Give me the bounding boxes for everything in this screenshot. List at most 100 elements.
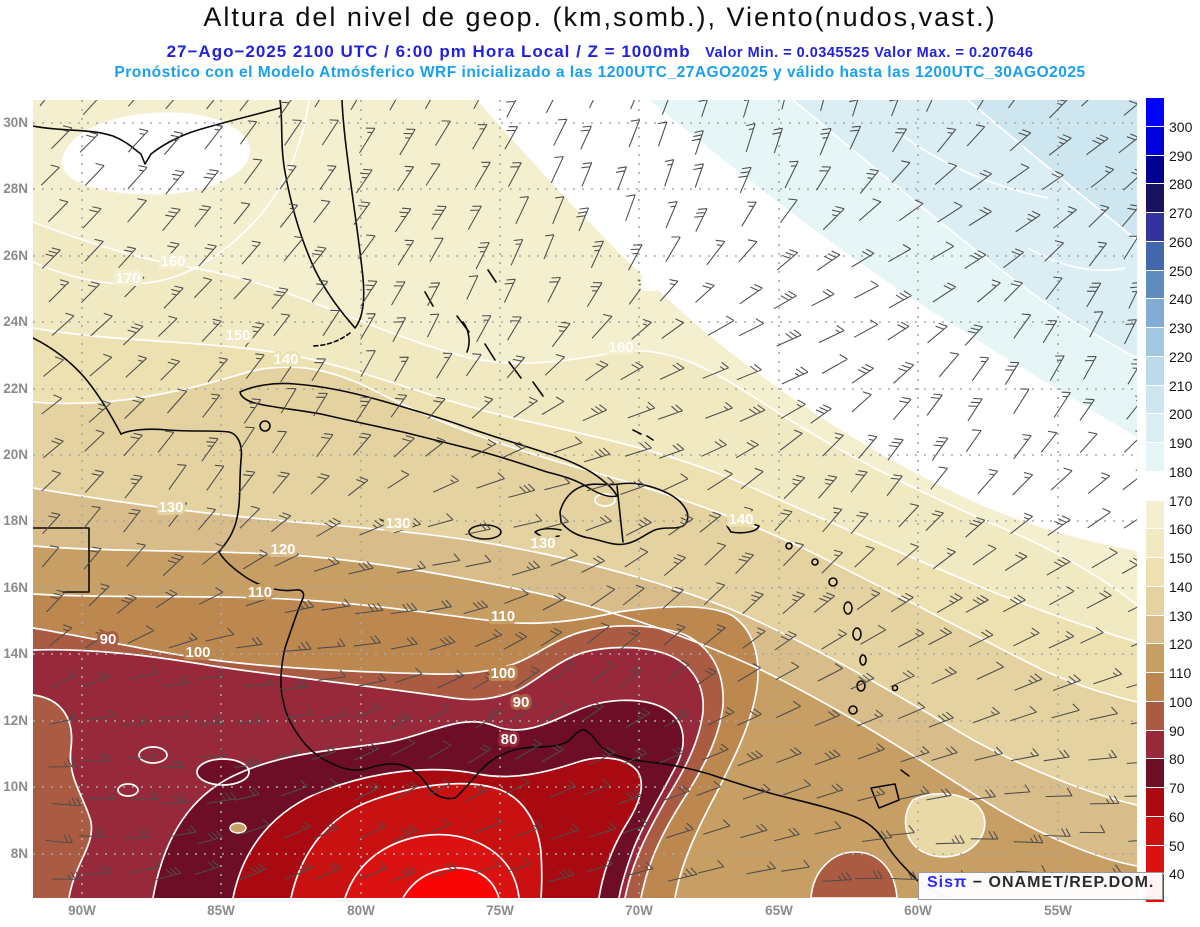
colorbar-tick-80: 80 bbox=[1169, 751, 1185, 768]
lat-label-28N: 28N bbox=[3, 181, 28, 196]
colorbar-swatch bbox=[1146, 730, 1164, 760]
map-canvas: 170 170 160 160 150 140 140 130 130 130 120 110 110 1… bbox=[32, 81, 1161, 899]
lon-label-70W: 70W bbox=[625, 903, 653, 918]
lat-label-10N: 10N bbox=[3, 779, 28, 794]
colorbar-swatch bbox=[1146, 155, 1164, 185]
colorbar-tick-270: 270 bbox=[1169, 205, 1193, 221]
colorbar-tick-210: 210 bbox=[1169, 377, 1193, 394]
contour-label-170: 170 bbox=[115, 270, 140, 287]
watermark-badge: Sisπ − ONAMET/REP.DOM. bbox=[918, 872, 1164, 900]
colorbar-swatch bbox=[1146, 356, 1164, 386]
contour-label-160: 160 bbox=[608, 339, 633, 356]
lat-label-18N: 18N bbox=[3, 513, 28, 528]
lat-label-14N: 14N bbox=[3, 646, 28, 661]
colorbar-swatch bbox=[1146, 270, 1164, 300]
colorbar-tick-120: 120 bbox=[1169, 636, 1193, 653]
colorbar-tick-230: 230 bbox=[1169, 320, 1193, 336]
colorbar-tick-40: 40 bbox=[1169, 866, 1185, 883]
contour-label-140: 140 bbox=[273, 351, 298, 368]
contour-label-140: 140 bbox=[728, 511, 753, 528]
contour-label-100: 100 bbox=[490, 665, 515, 682]
colorbar-swatch bbox=[1146, 213, 1164, 242]
colorbar-swatch bbox=[1146, 241, 1164, 271]
colorbar-tick-300: 300 bbox=[1169, 118, 1193, 135]
colorbar-swatch bbox=[1146, 615, 1164, 645]
lat-label-12N: 12N bbox=[3, 713, 28, 728]
colorbar-tick-220: 220 bbox=[1169, 348, 1193, 365]
lat-label-30N: 30N bbox=[3, 115, 28, 130]
colorbar-swatch bbox=[1146, 299, 1164, 328]
contour-label-130: 130 bbox=[385, 515, 410, 532]
colorbar-legend bbox=[1146, 98, 1164, 903]
lat-label-8N: 8N bbox=[10, 846, 28, 861]
colorbar-tick-150: 150 bbox=[1169, 550, 1193, 566]
contour-label-150: 150 bbox=[225, 327, 250, 344]
colorbar-swatch bbox=[1146, 443, 1164, 472]
lon-label-80W: 80W bbox=[347, 903, 375, 918]
contour-label-80: 80 bbox=[501, 731, 518, 748]
colorbar-tick-140: 140 bbox=[1169, 578, 1193, 595]
colorbar-tick-240: 240 bbox=[1169, 291, 1193, 308]
contour-label-120: 120 bbox=[270, 541, 295, 558]
colorbar-tick-290: 290 bbox=[1169, 147, 1193, 164]
watermark-brand: Sisπ bbox=[927, 874, 968, 891]
colorbar-tick-250: 250 bbox=[1169, 262, 1193, 279]
contour-label-130: 130 bbox=[158, 499, 183, 516]
colorbar-tick-50: 50 bbox=[1169, 837, 1185, 854]
colorbar-swatch bbox=[1146, 184, 1164, 213]
colorbar-swatch bbox=[1146, 558, 1164, 587]
colorbar-swatch bbox=[1146, 500, 1164, 530]
colorbar-swatch bbox=[1146, 701, 1164, 731]
subtitle-datetime: 27−Ago−2025 2100 UTC / 6:00 pm Hora Loca… bbox=[166, 42, 691, 61]
lat-label-16N: 16N bbox=[3, 580, 28, 595]
colorbar-swatch bbox=[1146, 328, 1164, 357]
colorbar-tick-90: 90 bbox=[1169, 722, 1185, 739]
lon-label-60W: 60W bbox=[904, 903, 932, 918]
colorbar-swatch bbox=[1146, 529, 1164, 558]
colorbar-swatch bbox=[1146, 98, 1164, 127]
colorbar-swatch bbox=[1146, 816, 1164, 846]
colorbar-tick-60: 60 bbox=[1169, 808, 1185, 825]
contour-lines bbox=[32, 99, 1138, 899]
subtitle-datetime-row: 27−Ago−2025 2100 UTC / 6:00 pm Hora Loca… bbox=[0, 42, 1200, 62]
colorbar-swatch bbox=[1146, 788, 1164, 817]
colorbar-swatch bbox=[1146, 126, 1164, 156]
coastlines bbox=[32, 99, 952, 899]
contour-label-110: 110 bbox=[491, 608, 515, 625]
lat-label-20N: 20N bbox=[3, 447, 28, 462]
lon-label-55W: 55W bbox=[1044, 903, 1072, 918]
colorbar-tick-100: 100 bbox=[1169, 693, 1193, 710]
lon-label-90W: 90W bbox=[68, 903, 96, 918]
contour-label-170: 170 bbox=[642, 275, 667, 292]
colorbar-tick-170: 170 bbox=[1169, 492, 1193, 509]
colorbar-tick-180: 180 bbox=[1169, 463, 1193, 480]
lon-label-65W: 65W bbox=[765, 903, 793, 918]
contour-label-130: 130 bbox=[530, 535, 555, 552]
colorbar-tick-130: 130 bbox=[1169, 607, 1193, 624]
contour-label-90: 90 bbox=[513, 694, 530, 711]
colorbar-tick-110: 110 bbox=[1169, 665, 1192, 681]
contour-label-100: 100 bbox=[185, 644, 210, 661]
lon-label-85W: 85W bbox=[207, 903, 235, 918]
colorbar-swatch bbox=[1146, 414, 1164, 443]
colorbar-swatch bbox=[1146, 845, 1164, 875]
colorbar-swatch bbox=[1146, 759, 1164, 788]
shading-bands bbox=[33, 100, 1137, 899]
watermark-org: − ONAMET/REP.DOM. bbox=[972, 874, 1155, 891]
contour-label-110: 110 bbox=[248, 584, 272, 601]
lat-label-24N: 24N bbox=[3, 314, 28, 329]
colorbar-tick-190: 190 bbox=[1169, 435, 1193, 451]
colorbar-swatch bbox=[1146, 471, 1164, 501]
colorbar-tick-160: 160 bbox=[1169, 521, 1193, 538]
lon-label-75W: 75W bbox=[486, 903, 514, 918]
contour-label-90: 90 bbox=[100, 631, 117, 648]
page-title: Altura del nivel de geop. (km,somb.), Vi… bbox=[203, 2, 997, 32]
contour-label-160: 160 bbox=[160, 253, 185, 270]
colorbar-tick-280: 280 bbox=[1169, 176, 1193, 193]
lat-label-26N: 26N bbox=[3, 248, 28, 263]
colorbar-swatch bbox=[1146, 644, 1164, 673]
colorbar-swatch bbox=[1146, 385, 1164, 415]
colorbar-tick-70: 70 bbox=[1169, 780, 1185, 796]
subtitle-model-info: Pronóstico con el Modelo Atmósferico WRF… bbox=[114, 64, 1086, 81]
